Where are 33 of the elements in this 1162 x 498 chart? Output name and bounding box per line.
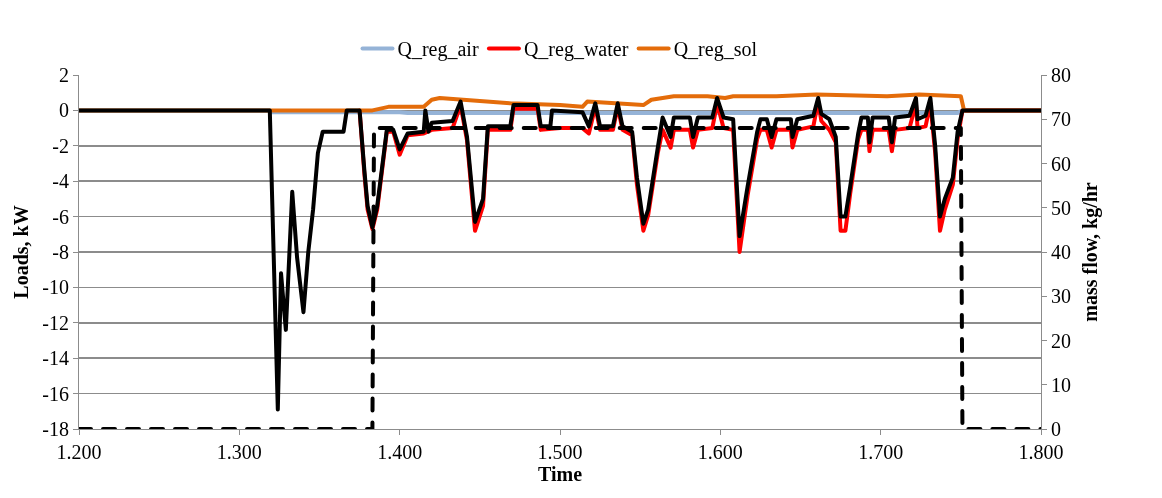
y-tick-label: -2 [52,134,69,157]
x-tick-label: 1.700 [858,441,904,463]
x-tick-label: 1.400 [377,441,423,463]
legend-label: Q_reg_sol [673,38,758,62]
y-tick-label: -8 [52,241,69,263]
y-tick-label: -12 [42,311,69,334]
y2-tick-label: 20 [1051,329,1071,352]
y2-tick-label: 30 [1051,285,1071,308]
y-axis-title: Loads, kW [9,205,32,299]
x-tick-label: 1.300 [216,441,262,463]
y-tick-label: -18 [42,418,69,440]
legend-label: Q_reg_air [397,38,479,62]
y-tick-label: -10 [42,276,69,299]
y2-axis-title: mass flow, kg/hr [1078,182,1102,322]
y2-tick-label: 10 [1051,373,1071,396]
x-tick-label: 1.200 [56,441,102,463]
y-tick-label: -4 [52,170,69,193]
y2-tick-label: 80 [1051,64,1071,86]
y2-tick-label: 60 [1051,152,1071,175]
y-tick-label: -16 [42,382,69,405]
y-tick-label: 0 [59,99,69,122]
legend-label: Q_reg_water [523,38,629,62]
y-tick-label: 2 [59,64,69,86]
y2-tick-label: 50 [1051,196,1071,219]
y2-tick-label: 40 [1051,241,1071,263]
y2-tick-label: 0 [1051,418,1061,440]
x-tick-label: 1.600 [697,441,743,463]
x-axis-title: Time [537,463,583,485]
y-tick-label: -14 [42,347,69,370]
y-tick-label: -6 [52,205,69,228]
x-tick-label: 1.800 [1018,441,1064,463]
y2-tick-label: 70 [1051,108,1071,131]
x-tick-label: 1.500 [537,441,583,463]
